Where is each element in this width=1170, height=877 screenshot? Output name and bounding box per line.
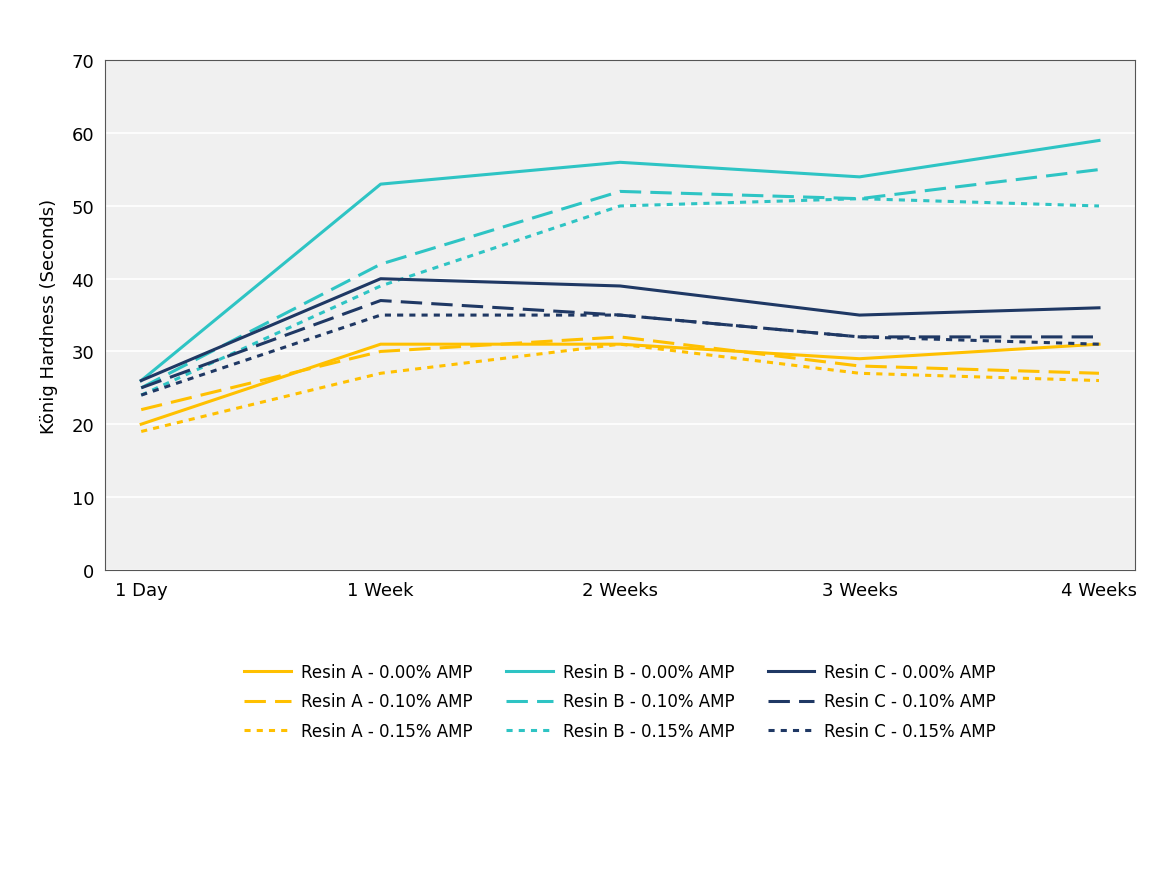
Resin A - 0.00% AMP: [373, 339, 387, 350]
Resin B - 0.10% AMP: [1092, 165, 1106, 175]
Resin C - 0.10% AMP: [853, 332, 867, 343]
Resin C - 0.10% AMP: [1092, 332, 1106, 343]
Resin B - 0.10% AMP: [613, 187, 627, 197]
Resin B - 0.15% AMP: [613, 202, 627, 212]
Resin A - 0.10% AMP: [373, 346, 387, 357]
Resin A - 0.00% AMP: [1092, 339, 1106, 350]
Resin C - 0.15% AMP: [135, 390, 149, 401]
Resin A - 0.10% AMP: [135, 405, 149, 416]
Line: Resin B - 0.10% AMP: Resin B - 0.10% AMP: [142, 170, 1099, 389]
Legend: Resin A - 0.00% AMP, Resin A - 0.10% AMP, Resin A - 0.15% AMP, Resin B - 0.00% A: Resin A - 0.00% AMP, Resin A - 0.10% AMP…: [236, 654, 1004, 749]
Resin A - 0.15% AMP: [373, 368, 387, 379]
Resin A - 0.10% AMP: [853, 361, 867, 372]
Line: Resin A - 0.10% AMP: Resin A - 0.10% AMP: [142, 338, 1099, 410]
Resin C - 0.15% AMP: [1092, 339, 1106, 350]
Resin C - 0.00% AMP: [373, 275, 387, 285]
Resin B - 0.00% AMP: [853, 173, 867, 183]
Resin B - 0.15% AMP: [135, 390, 149, 401]
Resin A - 0.15% AMP: [1092, 376, 1106, 387]
Resin C - 0.00% AMP: [1092, 303, 1106, 314]
Resin C - 0.10% AMP: [373, 296, 387, 306]
Resin B - 0.00% AMP: [613, 158, 627, 168]
Line: Resin B - 0.00% AMP: Resin B - 0.00% AMP: [142, 141, 1099, 381]
Resin A - 0.10% AMP: [1092, 368, 1106, 379]
Resin B - 0.00% AMP: [135, 376, 149, 387]
Resin A - 0.00% AMP: [853, 354, 867, 365]
Resin B - 0.15% AMP: [853, 194, 867, 204]
Resin C - 0.00% AMP: [853, 310, 867, 321]
Line: Resin B - 0.15% AMP: Resin B - 0.15% AMP: [142, 199, 1099, 396]
Resin B - 0.15% AMP: [373, 282, 387, 292]
Y-axis label: König Hardness (Seconds): König Hardness (Seconds): [40, 198, 57, 433]
Resin A - 0.00% AMP: [613, 339, 627, 350]
Resin B - 0.10% AMP: [135, 383, 149, 394]
Resin A - 0.00% AMP: [135, 419, 149, 430]
Line: Resin C - 0.15% AMP: Resin C - 0.15% AMP: [142, 316, 1099, 396]
Resin B - 0.10% AMP: [853, 194, 867, 204]
Line: Resin A - 0.00% AMP: Resin A - 0.00% AMP: [142, 345, 1099, 424]
Resin C - 0.15% AMP: [373, 310, 387, 321]
Resin C - 0.10% AMP: [613, 310, 627, 321]
Line: Resin A - 0.15% AMP: Resin A - 0.15% AMP: [142, 345, 1099, 432]
Resin A - 0.15% AMP: [613, 339, 627, 350]
Resin B - 0.15% AMP: [1092, 202, 1106, 212]
Resin A - 0.10% AMP: [613, 332, 627, 343]
Resin B - 0.10% AMP: [373, 260, 387, 270]
Resin C - 0.00% AMP: [135, 376, 149, 387]
Resin C - 0.10% AMP: [135, 383, 149, 394]
Resin A - 0.15% AMP: [135, 427, 149, 438]
Resin A - 0.15% AMP: [853, 368, 867, 379]
Line: Resin C - 0.00% AMP: Resin C - 0.00% AMP: [142, 280, 1099, 381]
Resin C - 0.15% AMP: [853, 332, 867, 343]
Line: Resin C - 0.10% AMP: Resin C - 0.10% AMP: [142, 301, 1099, 389]
Resin C - 0.15% AMP: [613, 310, 627, 321]
Resin B - 0.00% AMP: [373, 180, 387, 190]
Resin C - 0.00% AMP: [613, 282, 627, 292]
Resin B - 0.00% AMP: [1092, 136, 1106, 146]
